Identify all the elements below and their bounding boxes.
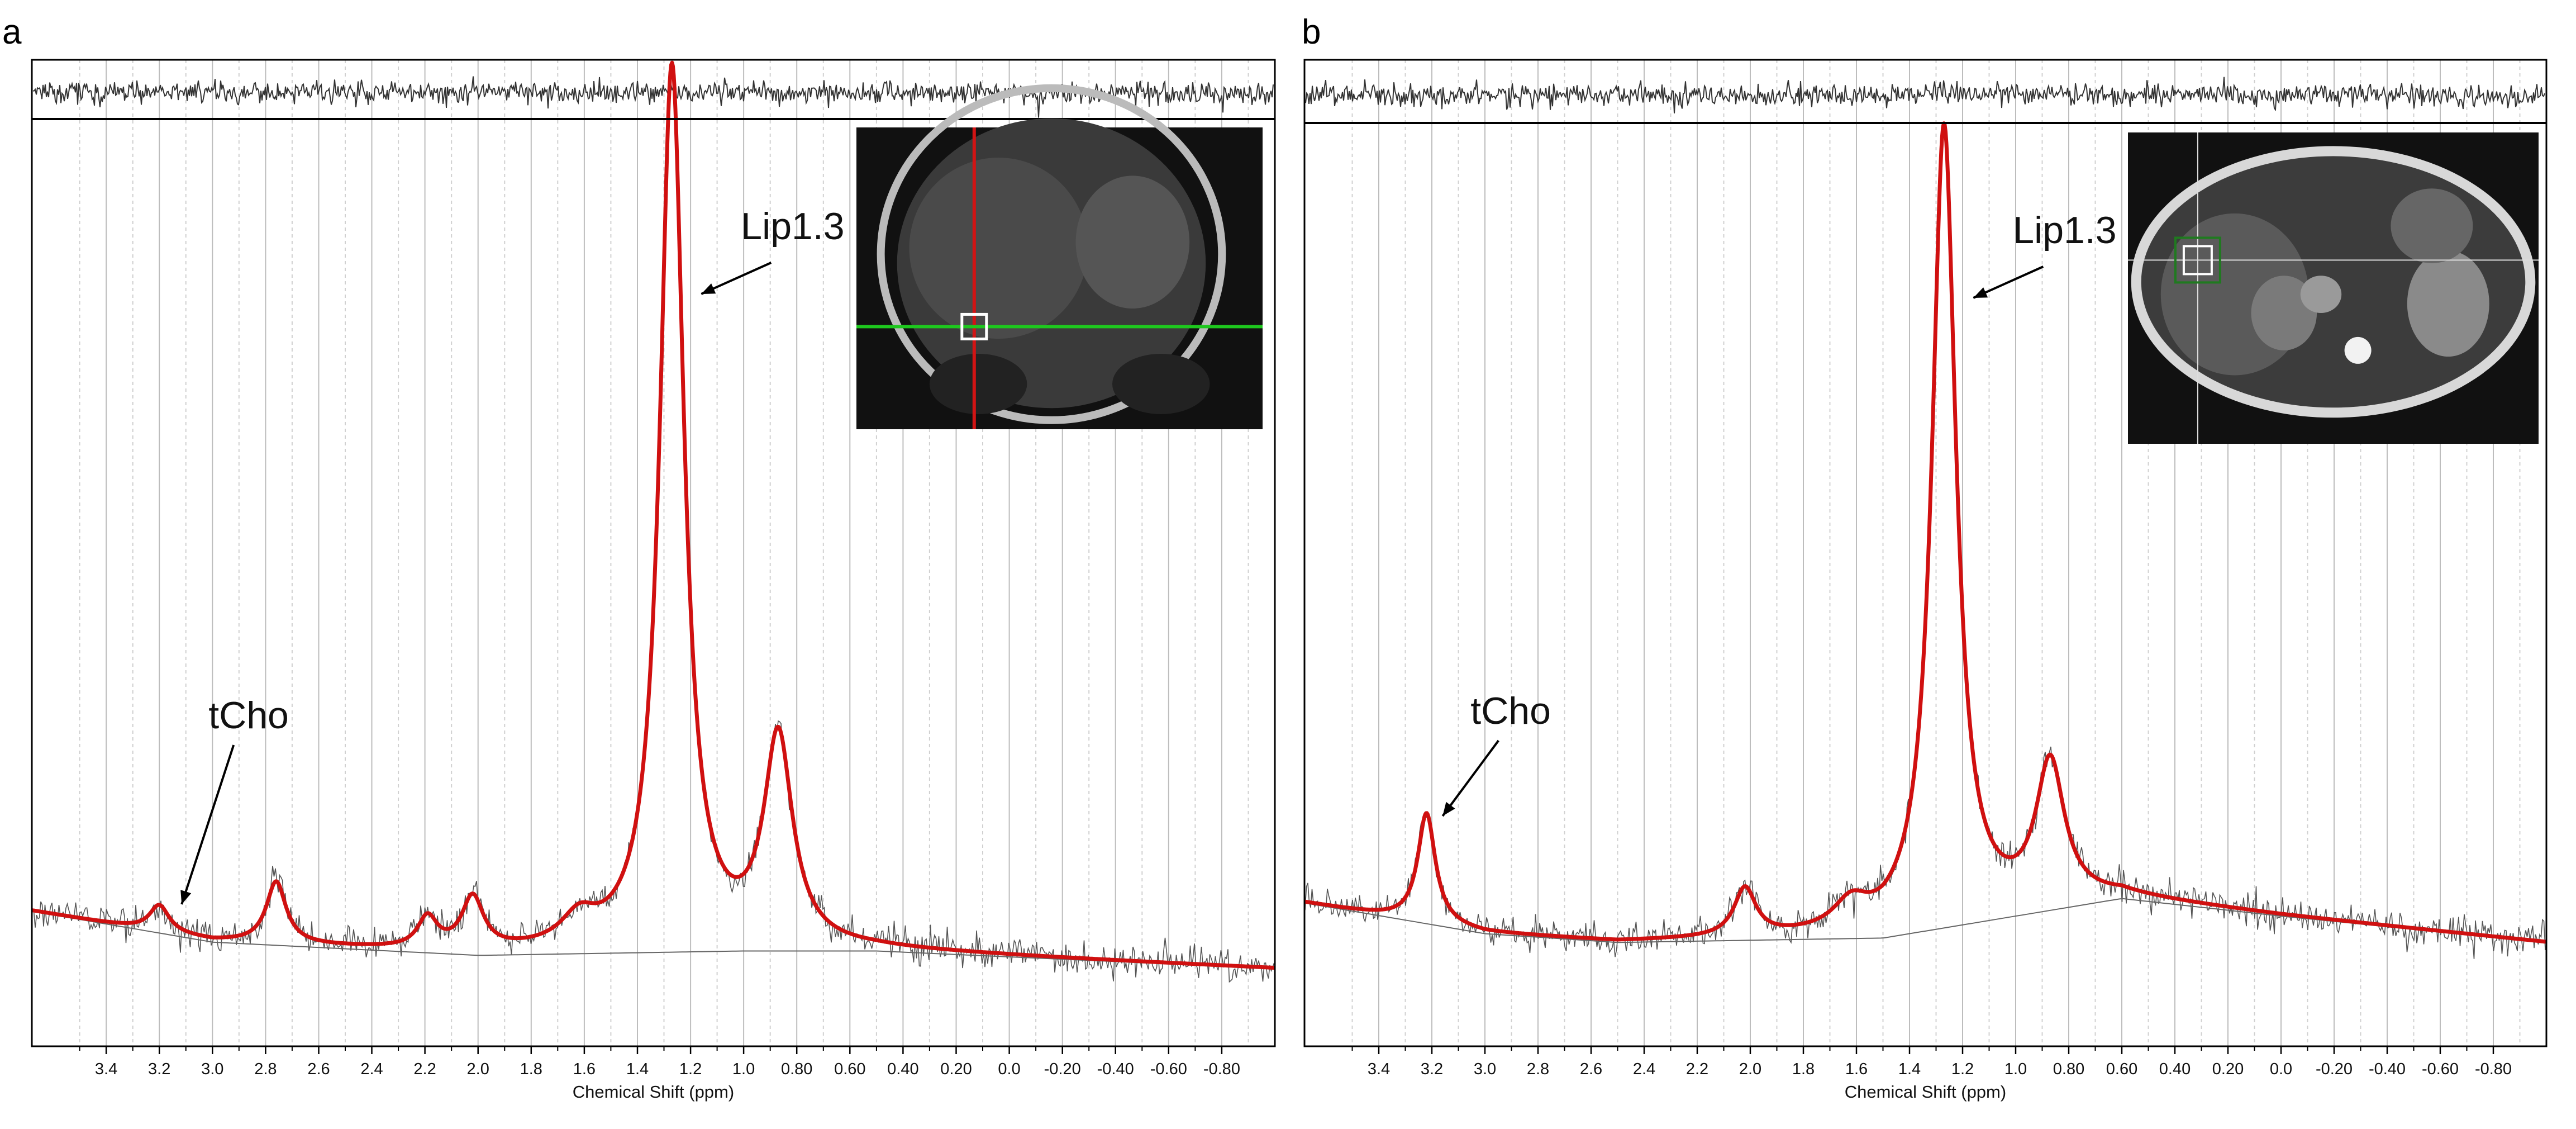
- chart-panel-b: b 3.4 3.2 3.0 2.8 2.6 2.4 2.2 2.0 1.8 1.6 1.4 1.2 1.0…: [1302, 13, 2548, 1102]
- mri-spine: [2344, 336, 2372, 364]
- x-tick-label: 2.8: [1527, 1060, 1549, 1078]
- mri-kidney-left: [2407, 250, 2489, 357]
- x-tick-label: 1.8: [1792, 1060, 1815, 1078]
- plot-frame: [1303, 59, 2548, 1047]
- x-tick-label: 2.6: [307, 1060, 330, 1078]
- annotation-arrow-head: [1973, 287, 1988, 298]
- mri-inset: [2128, 132, 2539, 444]
- mri-shim-box: [2174, 236, 2221, 284]
- fitted-spectrum-line: [31, 60, 1276, 970]
- plot-frame: [31, 59, 1276, 1047]
- x-tick-label: 1.6: [573, 1060, 596, 1078]
- x-tick-label: 1.4: [1898, 1060, 1921, 1078]
- x-tick-label: 2.8: [254, 1060, 277, 1078]
- x-tick-label: -0.80: [1203, 1060, 1240, 1078]
- x-tick-label: 0.0: [2270, 1060, 2292, 1078]
- x-tick-label: 2.6: [1580, 1060, 1602, 1078]
- mri-lung-right: [1112, 354, 1210, 414]
- x-tick-label: 2.0: [1739, 1060, 1761, 1078]
- x-tick-label: -0.20: [2316, 1060, 2353, 1078]
- annotation-arrow-head: [1442, 801, 1455, 816]
- x-tick-label: 2.2: [413, 1060, 436, 1078]
- x-tick-label: 1.8: [520, 1060, 542, 1078]
- annotation-label: tCho: [208, 694, 289, 737]
- x-axis: 3.4 3.2 3.0 2.8 2.6 2.4 2.2 2.0 1.8 1.6 1.4 1.2 1.0 0…: [79, 1046, 1240, 1102]
- x-tick-label: 0.40: [2159, 1060, 2191, 1078]
- x-tick-label: 0.60: [2106, 1060, 2137, 1078]
- x-tick-label: 1.2: [679, 1060, 702, 1078]
- x-axis-label: Chemical Shift (ppm): [573, 1082, 734, 1102]
- mri-liver: [909, 158, 1088, 339]
- gridlines: [79, 60, 1249, 1046]
- x-tick-label: -0.60: [1150, 1060, 1187, 1078]
- x-tick-label: 1.6: [1845, 1060, 1868, 1078]
- mri-body-outline: [877, 84, 1226, 424]
- mri-organ: [1075, 175, 1190, 309]
- mri-bowel: [2391, 188, 2473, 263]
- panel-letter: a: [2, 13, 22, 51]
- annotation-arrow-head: [180, 890, 192, 904]
- x-tick-label: 1.0: [2004, 1060, 2027, 1078]
- x-tick-label: -0.60: [2422, 1060, 2459, 1078]
- x-tick-label: 2.4: [1633, 1060, 1655, 1078]
- x-tick-label: -0.20: [1044, 1060, 1081, 1078]
- x-tick-label: 0.20: [940, 1060, 972, 1078]
- x-tick-label: -0.40: [1097, 1060, 1134, 1078]
- annotations: Lip1.3 tCho: [180, 205, 845, 905]
- x-tick-label: 2.4: [360, 1060, 383, 1078]
- mri-lung-left: [929, 354, 1027, 414]
- annotation-arrow-line: [180, 744, 235, 905]
- annotation-label: Lip1.3: [2013, 209, 2116, 252]
- x-tick-label: -0.40: [2369, 1060, 2406, 1078]
- mri-voxel-box: [2182, 245, 2213, 276]
- mri-voxel-box: [960, 312, 988, 340]
- annotation-arrow-line: [1441, 739, 1499, 817]
- x-tick-label: 1.2: [1951, 1060, 1974, 1078]
- x-tick-label: 3.4: [1368, 1060, 1390, 1078]
- fitted-spectrum-line: [1303, 121, 2548, 944]
- x-tick-label: 3.2: [148, 1060, 170, 1078]
- x-tick-label: 2.2: [1686, 1060, 1708, 1078]
- x-tick-label: 0.20: [2212, 1060, 2244, 1078]
- annotation-label: Lip1.3: [741, 205, 844, 248]
- residual-trace: [1305, 77, 2545, 113]
- annotation-label: tCho: [1470, 690, 1551, 732]
- mri-inset: [856, 84, 1263, 429]
- x-axis: 3.4 3.2 3.0 2.8 2.6 2.4 2.2 2.0 1.8 1.6 1.4 1.2 1.0 0…: [1351, 1046, 2512, 1102]
- x-tick-label: 1.4: [626, 1060, 649, 1078]
- x-tick-label: 0.40: [887, 1060, 918, 1078]
- x-tick-label: 3.2: [1421, 1060, 1443, 1078]
- x-tick-label: 0.80: [781, 1060, 812, 1078]
- baseline-line: [31, 910, 1273, 969]
- x-tick-label: 3.4: [95, 1060, 117, 1078]
- chart-panel-a: a 3.4 3.2 3.0 2.8 2.6 2.4 2.2 2.0 1.8 1.6 1.4 1.2 1.0…: [2, 13, 1276, 1102]
- x-tick-label: 1.0: [732, 1060, 755, 1078]
- annotation-arrow-head: [701, 283, 716, 294]
- x-tick-label: -0.80: [2475, 1060, 2512, 1078]
- x-axis-label: Chemical Shift (ppm): [1845, 1082, 2006, 1102]
- x-tick-label: 0.0: [998, 1060, 1020, 1078]
- x-tick-label: 0.80: [2053, 1060, 2084, 1078]
- mri-vessel: [2300, 276, 2342, 314]
- x-tick-label: 3.0: [201, 1060, 223, 1078]
- panel-letter: b: [1302, 13, 1321, 51]
- x-tick-label: 3.0: [1474, 1060, 1496, 1078]
- residual-trace: [32, 76, 1274, 118]
- x-tick-label: 0.60: [834, 1060, 865, 1078]
- annotations: Lip1.3 tCho: [1441, 209, 2117, 817]
- x-tick-label: 2.0: [467, 1060, 489, 1078]
